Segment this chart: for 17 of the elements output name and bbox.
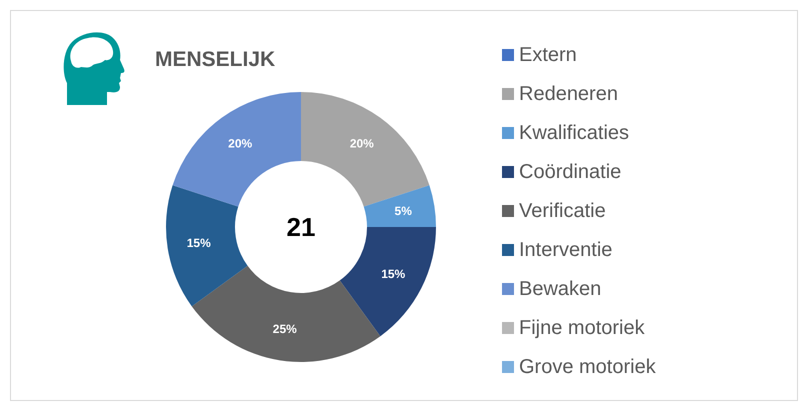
legend-label: Grove motoriek	[519, 356, 657, 378]
data-label: 20%	[228, 136, 252, 150]
chart-title: MENSELIJK	[155, 48, 276, 71]
legend-label: Verificatie	[519, 200, 606, 222]
data-label: 25%	[272, 322, 298, 336]
legend-label: Kwalificaties	[519, 122, 630, 144]
data-label: 20%	[350, 136, 374, 150]
data-label: 15%	[381, 266, 406, 281]
legend-label: Redeneren	[519, 83, 618, 105]
legend-label: Extern	[519, 44, 577, 66]
text: 21	[286, 212, 316, 242]
data-label: 15%	[186, 236, 212, 250]
data-label: 5%	[394, 204, 412, 218]
legend-label: Interventie	[519, 239, 612, 261]
legend-label: Fijne motoriek	[519, 317, 646, 339]
legend-label: Bewaken	[519, 278, 602, 300]
legend-label: Coördinatie	[519, 161, 622, 183]
